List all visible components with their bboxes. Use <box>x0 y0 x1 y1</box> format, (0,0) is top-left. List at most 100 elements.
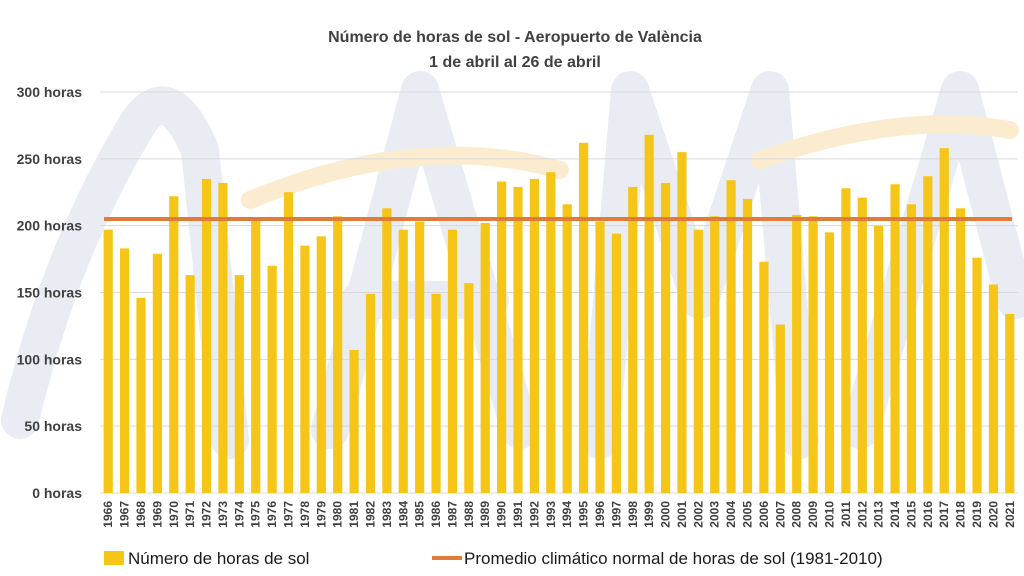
bar-2007 <box>775 324 785 493</box>
x-tick-label: 1996 <box>593 501 607 528</box>
bar-2014 <box>890 184 900 494</box>
bar-1996 <box>595 221 605 493</box>
x-tick-label: 2014 <box>888 501 902 528</box>
bar-2005 <box>742 198 753 493</box>
y-tick-label: 100 horas <box>17 351 83 367</box>
x-tick-label: 2015 <box>904 501 918 528</box>
bar-1966 <box>103 229 113 493</box>
bar-1992 <box>529 178 540 493</box>
x-tick-label: 2001 <box>675 501 689 528</box>
bar-1978 <box>300 245 310 493</box>
bar-series <box>103 134 1015 494</box>
bar-2003 <box>710 216 720 493</box>
bar-1995 <box>578 142 589 493</box>
bar-1977 <box>283 192 294 493</box>
x-tick-label: 2020 <box>986 501 1000 528</box>
bar-2010 <box>824 232 835 493</box>
x-tick-label: 2009 <box>806 501 820 528</box>
x-tick-label: 1969 <box>150 501 164 528</box>
x-tick-label: 2011 <box>839 501 853 527</box>
bar-1968 <box>136 297 146 493</box>
x-tick-label: 2008 <box>790 501 804 528</box>
x-tick-label: 2021 <box>1003 501 1017 528</box>
x-tick-label: 1993 <box>544 501 558 528</box>
x-tick-label: 1975 <box>249 501 263 528</box>
bar-1993 <box>546 172 556 493</box>
x-tick-label: 1999 <box>642 501 656 528</box>
x-tick-label: 1972 <box>200 501 214 528</box>
x-tick-label: 1994 <box>560 501 574 528</box>
bar-1991 <box>513 186 523 494</box>
bar-1998 <box>628 186 638 494</box>
bar-1990 <box>497 181 507 493</box>
bar-2009 <box>808 216 818 493</box>
bar-1986 <box>431 293 441 493</box>
bar-2020 <box>988 284 999 493</box>
bar-2015 <box>906 204 917 493</box>
bar-1999 <box>644 134 654 494</box>
bar-1987 <box>447 229 458 493</box>
bar-1985 <box>415 221 425 493</box>
x-tick-label: 1970 <box>167 501 181 528</box>
bar-1980 <box>333 216 343 493</box>
x-tick-label: 1983 <box>380 501 394 528</box>
x-tick-label: 1998 <box>626 501 640 528</box>
x-axis: 1966 1967 1968 1969 1970 1971 1972 1973 1974 1975… <box>101 501 1017 528</box>
bar-2021 <box>1005 313 1015 493</box>
x-tick-label: 1985 <box>413 501 427 528</box>
x-tick-label: 1989 <box>478 501 492 528</box>
x-tick-label: 1997 <box>609 501 623 528</box>
legend-label-sunshine: Número de horas de sol <box>128 549 309 568</box>
x-tick-label: 1979 <box>314 501 328 528</box>
x-tick-label: 2006 <box>757 501 771 528</box>
legend: Número de horas de sol Promedio climátic… <box>104 549 883 568</box>
x-tick-label: 2012 <box>855 501 869 528</box>
x-tick-label: 1977 <box>282 501 296 528</box>
x-tick-label: 2017 <box>937 501 951 528</box>
bar-1979 <box>316 236 326 494</box>
x-tick-label: 1986 <box>429 501 443 528</box>
x-tick-label: 2002 <box>691 501 705 528</box>
y-tick-label: 300 horas <box>17 84 83 100</box>
bar-2018 <box>956 208 966 494</box>
bar-2013 <box>874 225 884 493</box>
bar-2008 <box>792 214 802 493</box>
x-tick-label: 2004 <box>724 501 738 528</box>
x-tick-label: 1982 <box>363 501 377 528</box>
x-tick-label: 1981 <box>347 501 361 528</box>
x-tick-label: 2000 <box>659 501 673 528</box>
bar-1984 <box>398 229 408 493</box>
chart-title: Número de horas de sol - Aeropuerto de V… <box>328 29 702 46</box>
x-tick-label: 1984 <box>396 501 410 528</box>
bar-1971 <box>185 275 195 493</box>
y-axis: 0 horas 50 horas 100 horas 150 horas 200 hor… <box>17 84 83 501</box>
x-tick-label: 2013 <box>872 501 886 528</box>
bar-1974 <box>234 275 244 493</box>
bar-2016 <box>923 176 933 493</box>
bar-1970 <box>169 196 179 493</box>
bar-1967 <box>119 248 130 493</box>
x-tick-label: 2007 <box>773 501 787 528</box>
y-tick-label: 150 horas <box>17 285 83 301</box>
x-tick-label: 1980 <box>331 501 345 528</box>
bar-1981 <box>349 349 359 493</box>
x-tick-label: 2003 <box>708 501 722 528</box>
bar-1976 <box>267 265 277 493</box>
x-tick-label: 1968 <box>134 501 148 528</box>
x-tick-label: 2010 <box>822 501 836 528</box>
x-tick-label: 1990 <box>495 501 509 528</box>
bar-1989 <box>480 222 490 493</box>
x-tick-label: 2016 <box>921 501 935 528</box>
x-tick-label: 2005 <box>741 501 755 528</box>
bar-1997 <box>611 233 621 494</box>
bar-2002 <box>693 229 703 493</box>
x-tick-label: 1987 <box>445 501 459 528</box>
bar-1972 <box>201 178 212 493</box>
bar-2019 <box>972 257 982 493</box>
x-tick-label: 1974 <box>232 501 246 528</box>
x-tick-label: 1966 <box>101 501 115 528</box>
bar-2000 <box>660 182 671 494</box>
chart-subtitle: 1 de abril al 26 de abril <box>429 54 601 71</box>
